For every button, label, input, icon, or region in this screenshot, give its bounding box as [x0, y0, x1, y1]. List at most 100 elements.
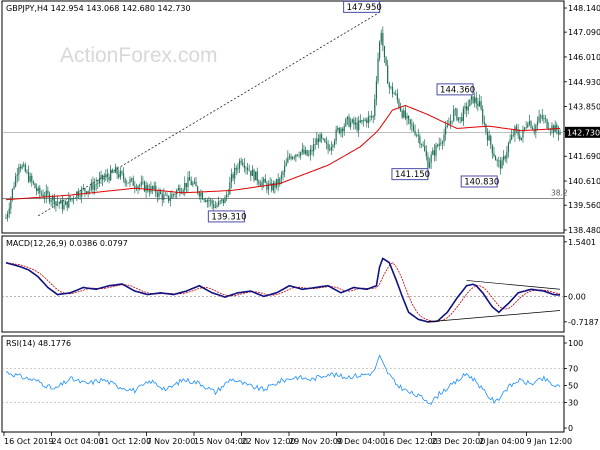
time-tick-label: 16 Dec 12:00 — [384, 437, 438, 446]
candle — [383, 45, 386, 64]
candle-body — [338, 127, 340, 134]
candle-body — [380, 32, 382, 43]
candle-body — [235, 167, 237, 170]
candle — [224, 195, 226, 204]
candle — [213, 199, 215, 211]
candle-body — [266, 183, 268, 190]
candle — [412, 121, 415, 133]
candle-body — [118, 174, 120, 178]
candle-body — [171, 194, 173, 199]
candle-body — [15, 176, 17, 187]
time-tick-label: 29 Nov 20:00 — [289, 437, 343, 446]
price-annotations: 147.950 144.360 141.150 140.830 139.310 — [207, 0, 499, 223]
rsi-tick-label: 0 — [568, 424, 573, 433]
candle — [13, 181, 15, 190]
candle-body — [34, 183, 36, 189]
candle — [108, 174, 110, 184]
candle — [361, 119, 363, 125]
candle-body — [383, 46, 386, 58]
candle — [424, 139, 426, 152]
candle-body — [29, 175, 31, 182]
candle-body — [549, 129, 551, 131]
candle-body — [90, 182, 92, 189]
candle — [126, 179, 128, 187]
candle — [482, 105, 484, 126]
candle-body — [335, 129, 337, 141]
candle-body — [332, 145, 334, 147]
candle — [71, 197, 73, 203]
candle-body — [377, 58, 379, 82]
candle-body — [222, 199, 225, 204]
macd-header: MACD(12,26,9) 0.0386 0.0797 — [6, 239, 128, 248]
macd-tick-label: -0.7187 — [568, 318, 599, 327]
candle-body — [311, 149, 313, 152]
candle-body — [243, 164, 245, 169]
candle-body — [509, 139, 511, 144]
candle — [559, 128, 561, 136]
candle — [192, 180, 194, 188]
candle-body — [290, 156, 292, 159]
annotation-box — [343, 0, 381, 13]
candle — [419, 133, 421, 149]
candle — [271, 178, 273, 193]
candle — [388, 81, 390, 94]
candle — [437, 143, 439, 148]
candle-body — [416, 134, 418, 136]
candle-body — [535, 125, 537, 132]
candle — [469, 99, 471, 107]
candle — [511, 129, 513, 141]
candle-body — [501, 160, 503, 169]
candle-body — [340, 128, 342, 134]
candle — [7, 210, 9, 222]
fibo-layer: 38.2 — [2, 132, 568, 199]
candle — [122, 167, 125, 183]
time-tick-label: 9 Jan 12:00 — [527, 437, 573, 446]
candle-body — [551, 125, 553, 131]
price-tick-label: 146.010 — [568, 53, 600, 62]
candle — [116, 166, 118, 179]
candle-body — [44, 197, 46, 198]
candle — [97, 179, 99, 189]
candle — [37, 185, 39, 195]
candle — [98, 172, 101, 188]
candle-body — [164, 194, 167, 196]
candle-body — [316, 138, 318, 145]
candle-body — [428, 162, 431, 168]
candle — [142, 176, 144, 185]
candle-body — [245, 167, 247, 169]
candle — [230, 168, 233, 189]
candle-body — [11, 188, 14, 199]
candle — [414, 124, 416, 137]
candle — [137, 184, 139, 195]
candle-body — [530, 121, 532, 128]
candle — [245, 166, 247, 175]
candle — [440, 138, 442, 147]
candle-body — [23, 164, 25, 166]
candle — [404, 105, 406, 121]
annotation-label: 141.150 — [395, 170, 430, 180]
candle-body — [169, 198, 171, 201]
candle-body — [19, 166, 22, 169]
candle-body — [411, 123, 413, 126]
candle-body — [81, 188, 83, 197]
candle-body — [540, 115, 542, 117]
candle-body — [272, 182, 274, 191]
candle-body — [246, 167, 249, 171]
candle-body — [131, 178, 133, 180]
candle — [441, 140, 444, 150]
candle-body — [277, 178, 279, 185]
candle — [269, 177, 271, 186]
current-price-box — [565, 126, 600, 138]
candle — [486, 128, 489, 146]
candle-body — [161, 193, 163, 200]
candle — [174, 192, 176, 199]
macd-panel-frame — [1, 235, 565, 333]
candle — [182, 188, 184, 196]
candle-body — [486, 132, 489, 141]
candle — [401, 109, 403, 120]
candle-body — [296, 154, 299, 156]
candle — [308, 150, 310, 157]
candle-body — [192, 183, 194, 185]
candle — [409, 119, 411, 130]
candle-body — [200, 193, 202, 197]
